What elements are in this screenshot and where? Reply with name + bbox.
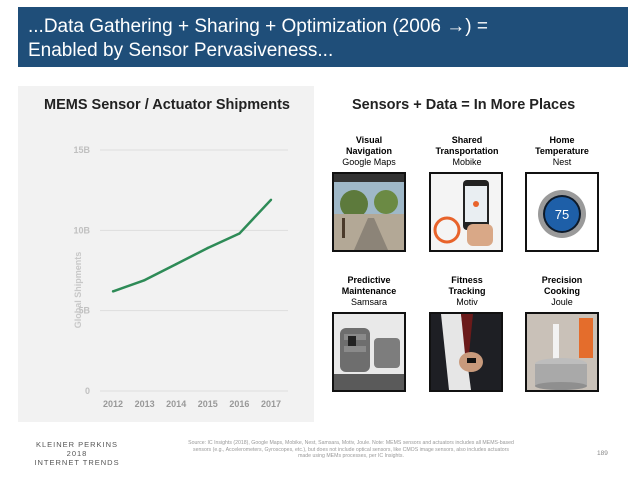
- x-tick-label: 2013: [135, 399, 155, 409]
- smart-ring-photo: [429, 312, 503, 392]
- sous-vide-cooker-photo: [525, 312, 599, 392]
- tile-subtitle: Google Maps: [342, 157, 396, 167]
- x-tick-label: 2014: [166, 399, 186, 409]
- x-tick-label: 2016: [229, 399, 249, 409]
- tile-subtitle: Nest: [552, 157, 572, 167]
- source-note: Source: IC Insights (2018), Google Maps,…: [188, 440, 514, 459]
- y-tick-label: 0: [85, 386, 90, 396]
- chart-panel: [18, 86, 314, 422]
- tile-title-line: Temperature: [535, 146, 589, 156]
- chart-title: MEMS Sensor / Actuator Shipments: [44, 97, 290, 113]
- kp-logo: KLEINER PERKINS 2018 INTERNET TRENDS: [22, 440, 132, 467]
- tile-title-line: Maintenance: [341, 286, 397, 296]
- y-tick-label: 10B: [73, 225, 90, 235]
- thermostat-reading: 75: [555, 207, 569, 222]
- x-tick-label: 2017: [261, 399, 281, 409]
- y-axis-label: Global Shipments: [73, 252, 83, 329]
- tile-title-line: Visual: [355, 135, 383, 145]
- tile-predictive-maintenance: Predictive Maintenance Samsara: [329, 275, 409, 308]
- x-tick-label: 2012: [103, 399, 123, 409]
- y-tick-label: 15B: [73, 145, 90, 155]
- data-point: [206, 246, 209, 250]
- tile-title-line: Transportation: [435, 146, 499, 156]
- tile-visual-navigation: Visual Navigation Google Maps: [329, 135, 409, 168]
- tile-title-line: Fitness: [451, 275, 483, 285]
- header-line-2: Enabled by Sensor Pervasiveness...: [28, 40, 334, 61]
- logo-line-3: INTERNET TRENDS: [34, 458, 120, 467]
- tile-title-line: Tracking: [448, 286, 486, 296]
- street-view-photo: [332, 172, 406, 252]
- right-panel-title: Sensors + Data = In More Places: [352, 97, 576, 113]
- page-number: 189: [597, 450, 608, 457]
- tile-subtitle: Motiv: [456, 297, 478, 307]
- data-point: [238, 232, 241, 235]
- tile-shared-transportation: Shared Transportation Mobike: [427, 135, 507, 168]
- tile-subtitle: Mobike: [452, 157, 482, 167]
- line-chart: 0 5B 10B 15B 2012 2013 2014 2015 2016 2017 Globa…: [73, 145, 288, 409]
- tile-home-temperature: Home Temperature Nest: [522, 135, 602, 168]
- smart-thermostat-photo: 75: [525, 172, 599, 252]
- tile-title-line: Home: [549, 135, 575, 145]
- bike-share-phone-photo: [429, 172, 503, 252]
- industrial-machine-photo: [332, 312, 406, 392]
- data-point: [111, 290, 115, 293]
- data-point: [269, 198, 273, 202]
- tile-title-line: Cooking: [544, 286, 580, 296]
- tile-subtitle: Samsara: [350, 297, 387, 307]
- tile-title-line: Precision: [541, 275, 583, 285]
- tile-title-line: Shared: [451, 135, 483, 145]
- tile-precision-cooking: Precision Cooking Joule: [522, 275, 602, 308]
- data-point: [175, 262, 178, 266]
- slide-header: ...Data Gathering + Sharing + Optimizati…: [18, 7, 628, 67]
- tile-title-line: Predictive: [347, 275, 391, 285]
- y-tick-label: 5B: [78, 306, 90, 316]
- tile-subtitle: Joule: [551, 297, 573, 307]
- series-line: [112, 198, 272, 293]
- logo-line-2: 2018: [66, 449, 88, 458]
- tile-title-line: Navigation: [345, 146, 392, 156]
- header-line-1: ...Data Gathering + Sharing + Optimizati…: [28, 16, 488, 37]
- x-tick-label: 2015: [198, 399, 218, 409]
- data-point: [143, 278, 146, 282]
- tile-fitness-tracking: Fitness Tracking Motiv: [427, 275, 507, 308]
- logo-line-1: KLEINER PERKINS: [35, 440, 119, 449]
